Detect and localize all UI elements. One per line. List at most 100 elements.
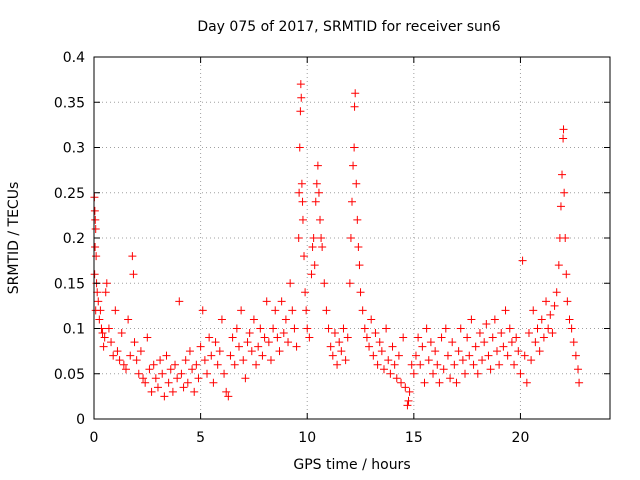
data-point (352, 179, 361, 188)
data-point (166, 365, 175, 374)
data-point (404, 396, 413, 405)
data-point (351, 89, 360, 98)
data-point (343, 333, 352, 342)
data-point (399, 333, 408, 342)
x-tick-label: 10 (298, 430, 316, 446)
data-point (149, 360, 158, 369)
data-point (173, 374, 182, 383)
data-point (367, 315, 376, 324)
data-point (301, 288, 310, 297)
data-point (388, 342, 397, 351)
data-point (562, 270, 571, 279)
data-point (192, 360, 201, 369)
data-point (546, 310, 555, 319)
data-point (465, 351, 474, 360)
data-point (414, 333, 423, 342)
data-point (243, 338, 252, 347)
data-point (305, 333, 314, 342)
data-point (141, 378, 150, 387)
data-point (134, 369, 143, 378)
data-point (245, 329, 254, 338)
data-point (139, 374, 148, 383)
data-point (354, 243, 363, 252)
data-point (435, 378, 444, 387)
data-point (355, 261, 364, 270)
data-points (90, 80, 584, 410)
data-point (518, 256, 527, 265)
data-point (269, 324, 278, 333)
data-point (113, 347, 122, 356)
data-point (326, 342, 335, 351)
data-point (463, 333, 472, 342)
data-point (162, 351, 171, 360)
data-point (286, 279, 295, 288)
data-point (213, 360, 222, 369)
data-point (296, 107, 305, 116)
data-point (258, 351, 267, 360)
data-point (371, 329, 380, 338)
data-point (185, 347, 194, 356)
data-point (349, 161, 358, 170)
x-axis-label: GPS time / hours (293, 457, 410, 473)
data-point (437, 333, 446, 342)
data-point (215, 347, 224, 356)
data-point (226, 351, 235, 360)
data-point (307, 270, 316, 279)
data-point (350, 143, 359, 152)
data-point (158, 369, 167, 378)
data-point (424, 356, 433, 365)
data-point (346, 234, 355, 242)
data-point (524, 329, 533, 338)
data-point (128, 252, 137, 261)
data-point (181, 356, 190, 365)
data-point (314, 188, 323, 197)
y-tick-label: 0.2 (63, 231, 85, 247)
data-point (104, 324, 113, 333)
data-point (168, 387, 177, 396)
data-point (563, 297, 572, 306)
data-point (279, 329, 288, 338)
data-point (312, 179, 321, 188)
data-point (497, 329, 506, 338)
data-point (482, 319, 491, 328)
data-point (124, 315, 133, 324)
data-point (345, 279, 354, 288)
data-point (422, 324, 431, 333)
data-point (401, 383, 410, 392)
data-point (324, 324, 333, 333)
data-point (317, 234, 326, 242)
data-point (426, 338, 435, 347)
data-point (296, 80, 305, 89)
data-point (297, 93, 306, 102)
data-point (492, 347, 501, 356)
data-point (310, 261, 319, 270)
y-tick-label: 0 (76, 412, 85, 428)
data-point (93, 288, 102, 297)
data-point (431, 347, 440, 356)
data-point (179, 383, 188, 392)
data-point (205, 333, 214, 342)
x-tick-label: 0 (90, 430, 99, 446)
data-point (418, 342, 427, 351)
data-point (143, 333, 152, 342)
data-point (92, 252, 101, 261)
data-point (328, 351, 337, 360)
data-point (335, 338, 344, 347)
data-point (209, 378, 218, 387)
data-point (298, 215, 307, 224)
data-point (397, 378, 406, 387)
y-tick-label: 0.4 (63, 50, 85, 66)
data-point (384, 356, 393, 365)
data-point (220, 369, 229, 378)
data-point (358, 306, 367, 315)
data-point (277, 297, 286, 306)
data-point (439, 365, 448, 374)
x-tick-label: 5 (196, 430, 205, 446)
data-point (486, 365, 495, 374)
data-point (330, 329, 339, 338)
data-point (356, 288, 365, 297)
data-point (503, 351, 512, 360)
data-point (501, 306, 510, 315)
data-point (264, 338, 273, 347)
data-point (117, 329, 126, 338)
